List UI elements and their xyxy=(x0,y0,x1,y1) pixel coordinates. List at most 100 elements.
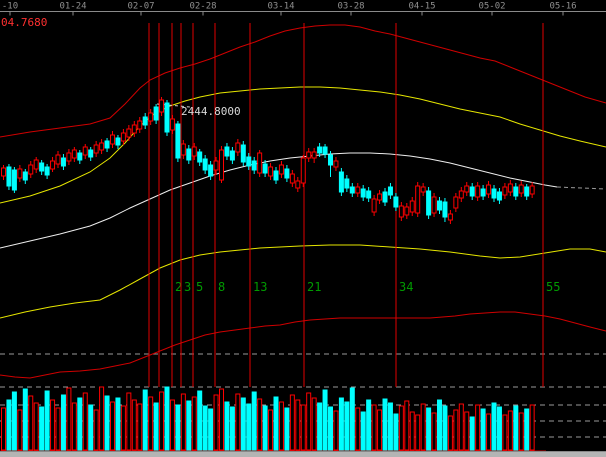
volume-bar xyxy=(28,395,34,451)
volume-bar xyxy=(153,402,159,451)
date-label: 05-02 xyxy=(478,2,505,12)
volume-bar xyxy=(148,396,154,451)
middle-white-band-projection xyxy=(556,186,606,190)
candle-body xyxy=(382,191,388,203)
candle-body xyxy=(486,184,492,195)
volume-bar xyxy=(17,409,23,451)
volume-bar xyxy=(33,402,39,451)
candle-body xyxy=(120,132,126,142)
volume-bar xyxy=(164,386,170,451)
volume-bar xyxy=(110,401,115,451)
volume-bar xyxy=(142,389,148,451)
volume-bar xyxy=(306,392,312,451)
volume-bar xyxy=(404,400,410,451)
volume-bar xyxy=(300,404,306,451)
candle-body xyxy=(284,168,290,179)
volume-bar xyxy=(355,407,361,451)
candle-body xyxy=(28,164,34,175)
volume-bar xyxy=(126,392,132,451)
date-label: 03-28 xyxy=(337,2,364,12)
volume-bar xyxy=(191,396,197,451)
volume-bar xyxy=(262,405,268,451)
candle-body xyxy=(180,143,186,156)
date-label: -10 xyxy=(2,2,18,12)
candle-body xyxy=(437,200,442,211)
candle-body xyxy=(262,163,268,174)
volume-bar xyxy=(469,416,475,451)
candle-body xyxy=(317,146,323,154)
fib-time-label: 5 xyxy=(196,280,203,294)
candle-body xyxy=(229,150,235,161)
candle-body xyxy=(82,146,88,156)
volume-bar xyxy=(513,405,519,451)
volume-bar xyxy=(317,402,323,451)
volume-bar xyxy=(268,409,274,451)
volume-bar xyxy=(333,410,339,451)
candle-body xyxy=(240,144,246,163)
date-label: 05-16 xyxy=(549,2,576,12)
candle-body xyxy=(458,190,464,199)
volume-bar xyxy=(39,406,45,451)
candle-body xyxy=(360,188,366,198)
candle-body xyxy=(153,106,159,121)
candle-body xyxy=(142,116,148,126)
volume-bar xyxy=(393,413,399,451)
candle-body xyxy=(404,206,410,216)
volume-bar xyxy=(11,391,17,451)
candle-body xyxy=(6,166,12,187)
fib-time-label: 34 xyxy=(399,280,413,294)
volume-bar xyxy=(382,398,388,451)
candle-body xyxy=(278,164,284,175)
candle-body xyxy=(328,154,333,166)
volume-bar xyxy=(507,410,513,451)
volume-bar xyxy=(349,387,355,451)
candle-body xyxy=(268,166,274,177)
candle-body xyxy=(104,140,110,149)
candle-body xyxy=(349,186,355,194)
upper-yellow-band-line xyxy=(0,86,606,204)
candle-body xyxy=(115,137,121,146)
fib-time-label: 13 xyxy=(253,280,267,294)
candle-body xyxy=(219,149,224,181)
date-label: 01-24 xyxy=(59,2,86,12)
candle-body xyxy=(447,213,453,221)
volume-bar xyxy=(338,397,344,451)
candle-body xyxy=(502,186,508,196)
volume-bar xyxy=(180,393,186,451)
volume-bar xyxy=(371,404,377,451)
volume-bar xyxy=(278,401,284,451)
volume-bar xyxy=(524,408,530,451)
volume-bar xyxy=(240,397,246,451)
horizontal-scrollbar[interactable] xyxy=(0,451,606,457)
candle-body xyxy=(431,196,437,214)
candle-body xyxy=(33,159,39,170)
candle-body xyxy=(475,185,481,198)
candle-body xyxy=(344,178,350,189)
candle-body xyxy=(409,200,415,213)
candle-body xyxy=(55,154,61,165)
date-label: 02-28 xyxy=(189,2,216,12)
candle-body xyxy=(387,186,393,196)
candle-body xyxy=(159,99,165,113)
volume-bar xyxy=(518,412,524,451)
candle-body xyxy=(306,151,312,159)
date-label: 03-14 xyxy=(267,2,294,12)
candle-body xyxy=(322,146,328,155)
candle-body xyxy=(513,186,519,197)
volume-bar xyxy=(491,402,497,451)
candle-body xyxy=(197,151,203,163)
candle-body xyxy=(77,152,83,161)
volume-bar xyxy=(496,406,502,451)
fib-time-label: 2 xyxy=(175,280,182,294)
volume-bar xyxy=(344,401,350,451)
volume-bar xyxy=(50,399,56,451)
volume-bar xyxy=(60,394,66,451)
candle-body xyxy=(110,134,115,145)
volume-bar xyxy=(409,411,415,451)
candle-body xyxy=(66,152,72,162)
candle-body xyxy=(22,171,28,181)
peak-price-label: 2444.8000 xyxy=(181,105,241,118)
lower-yellow-band-line xyxy=(0,244,606,319)
fib-time-label: 21 xyxy=(307,280,321,294)
